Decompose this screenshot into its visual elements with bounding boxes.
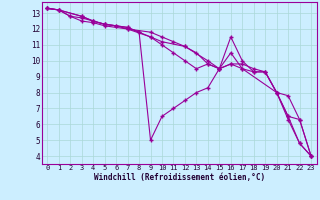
- X-axis label: Windchill (Refroidissement éolien,°C): Windchill (Refroidissement éolien,°C): [94, 173, 265, 182]
